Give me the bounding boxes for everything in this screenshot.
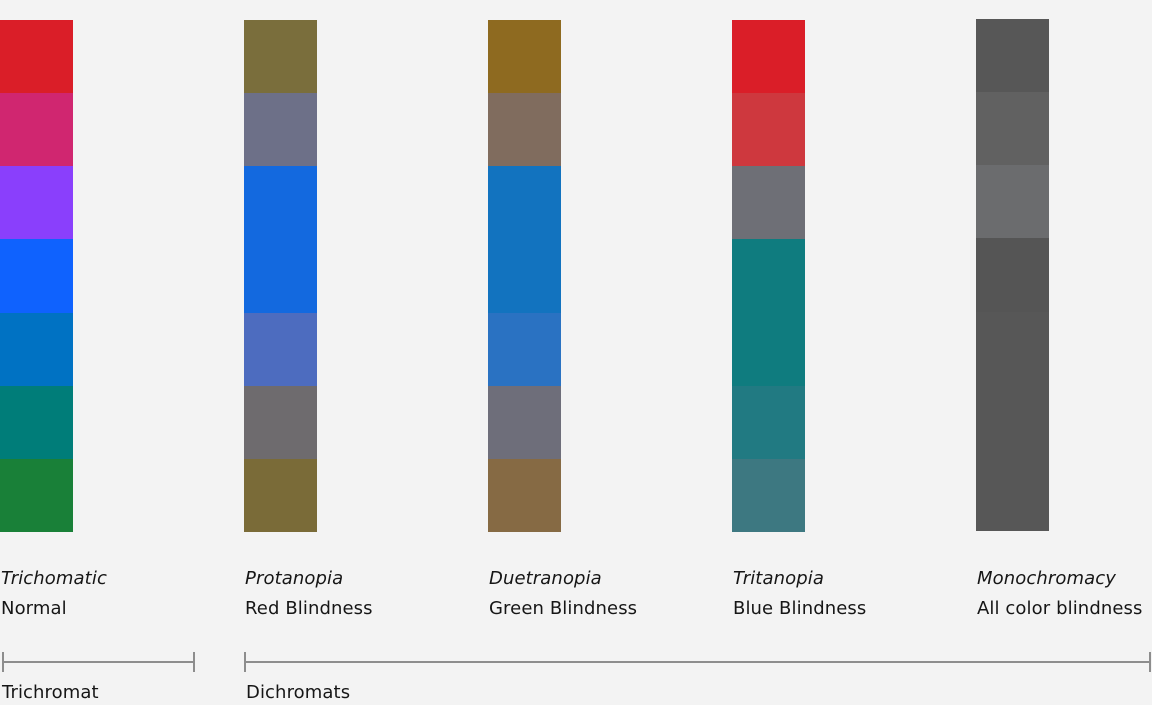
color-swatch [488, 458, 561, 532]
color-strip [244, 20, 317, 532]
color-swatch [732, 385, 805, 459]
column-subtitle: Blue Blindness [733, 598, 867, 619]
color-swatch [976, 92, 1049, 166]
column-subtitle: All color blindness [977, 598, 1143, 619]
column-subtitle: Normal [1, 598, 67, 619]
color-swatch [244, 166, 317, 240]
bracket-line [244, 661, 1151, 663]
bracket-cap [193, 652, 195, 672]
column-title: Monochromacy [977, 568, 1116, 589]
bracket-line [2, 661, 195, 663]
bracket-cap [244, 652, 246, 672]
color-swatch [976, 19, 1049, 93]
color-swatch [244, 312, 317, 386]
color-swatch [732, 93, 805, 167]
column-subtitle: Green Blindness [489, 598, 638, 619]
color-swatch [976, 384, 1049, 458]
dichromats-bracket [244, 652, 1151, 672]
bracket-cap [1149, 652, 1151, 672]
color-swatch [0, 458, 73, 532]
column-title: Tritanopia [733, 568, 824, 589]
color-strip [488, 20, 561, 532]
color-swatch [976, 311, 1049, 385]
color-swatch [244, 93, 317, 167]
color-strip [732, 20, 805, 532]
color-swatch [0, 93, 73, 167]
trichromat-bracket [2, 652, 195, 672]
color-swatch [244, 239, 317, 313]
color-swatch [0, 20, 73, 94]
color-swatch [732, 239, 805, 313]
color-swatch [0, 166, 73, 240]
column-subtitle: Red Blindness [245, 598, 373, 619]
column-title: Trichomatic [1, 568, 107, 589]
column-title: Protanopia [245, 568, 344, 589]
color-swatch [732, 312, 805, 386]
color-swatch [976, 457, 1049, 531]
color-swatch [488, 93, 561, 167]
color-swatch [244, 385, 317, 459]
color-swatch [244, 20, 317, 94]
color-swatch [488, 20, 561, 94]
color-strip [0, 20, 73, 532]
color-swatch [488, 239, 561, 313]
trichromat-label: Trichromat [2, 682, 99, 703]
color-swatch [732, 458, 805, 532]
bracket-cap [2, 652, 4, 672]
color-strip [976, 19, 1049, 531]
color-swatch [976, 238, 1049, 312]
color-swatch [488, 166, 561, 240]
color-swatch [0, 312, 73, 386]
color-swatch [976, 165, 1049, 239]
color-swatch [0, 385, 73, 459]
color-swatch [488, 312, 561, 386]
color-swatch [732, 20, 805, 94]
color-swatch [0, 239, 73, 313]
color-swatch [732, 166, 805, 240]
dichromats-label: Dichromats [246, 682, 351, 703]
column-title: Duetranopia [489, 568, 602, 589]
color-swatch [488, 385, 561, 459]
color-swatch [244, 458, 317, 532]
